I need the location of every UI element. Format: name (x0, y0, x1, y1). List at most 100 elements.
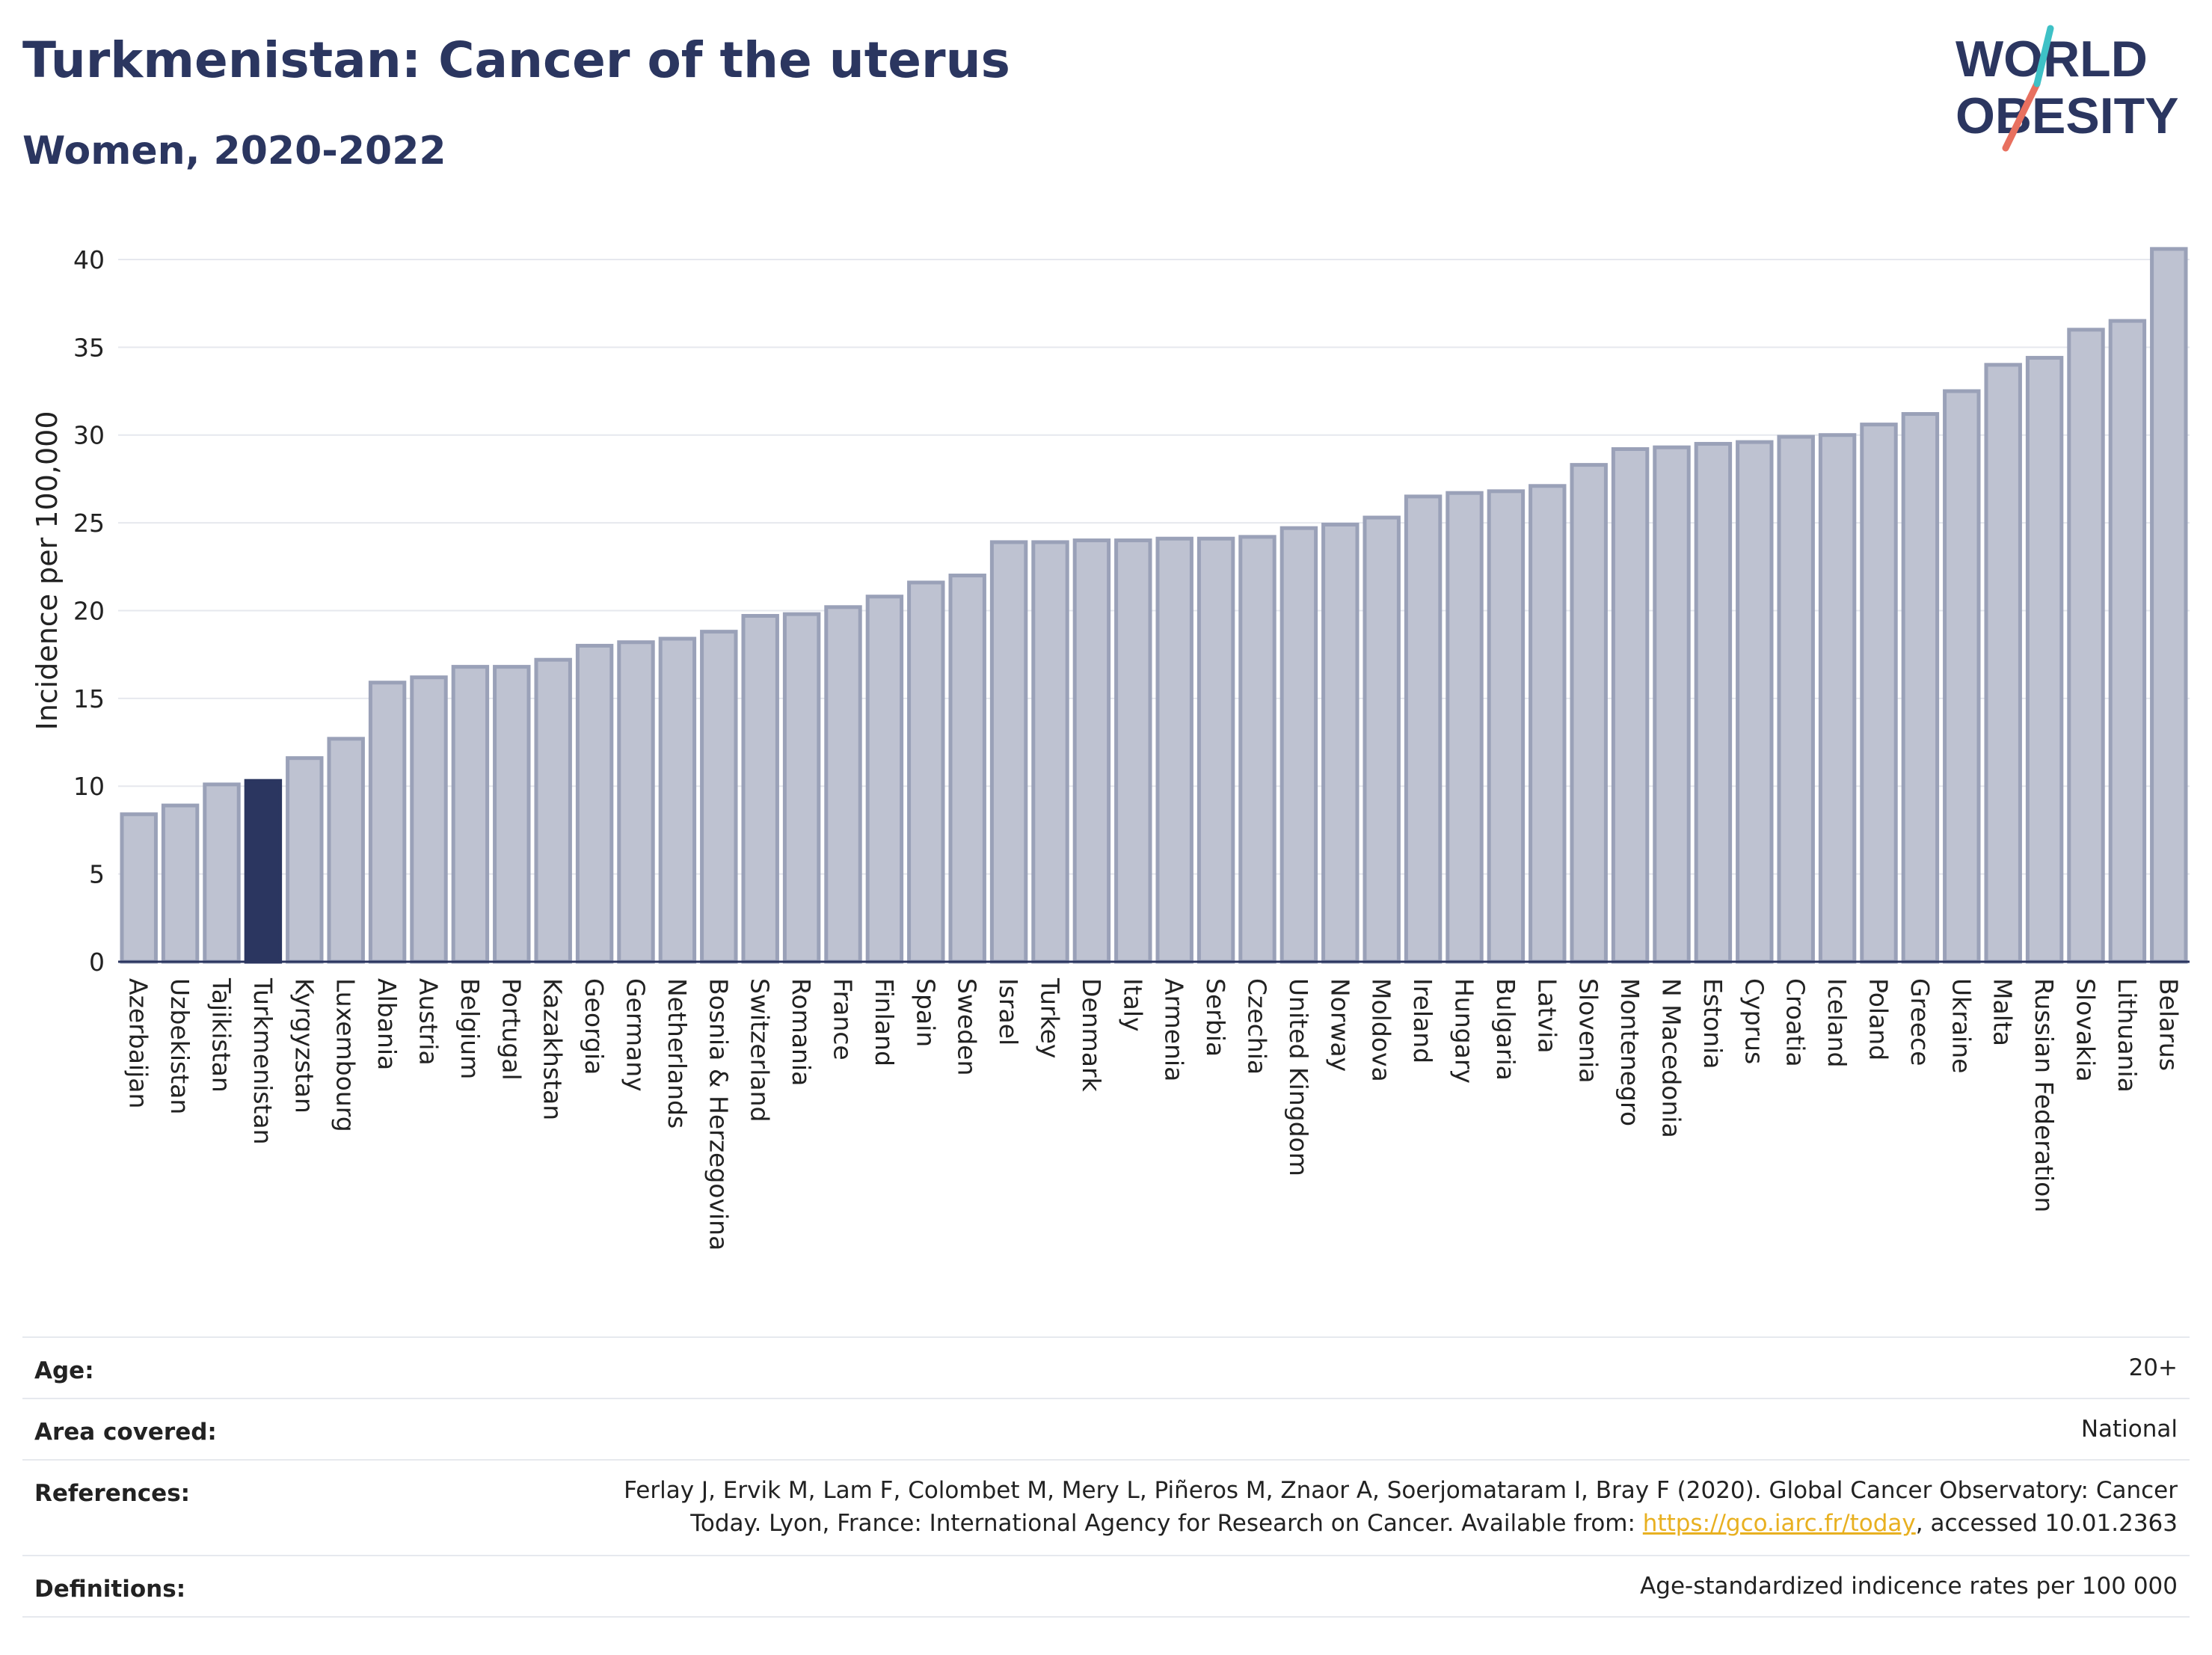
bar-bulgaria (1487, 489, 1526, 964)
x-tick-label: Romania (787, 978, 816, 1086)
world-obesity-logo: WORLD OBESITY (1956, 25, 2179, 152)
logo-line2: OBESITY (1956, 87, 2179, 144)
x-tick-label: Spain (911, 978, 940, 1047)
bar-malta (1984, 363, 2022, 964)
x-tick-label: Ireland (1408, 978, 1437, 1063)
bar-croatia (1777, 435, 1815, 964)
x-tick-label: Luxembourg (331, 978, 360, 1132)
bar-bosnia-herzegovina (700, 630, 738, 964)
bar-ukraine (1943, 389, 1981, 964)
bar-united-kingdom (1279, 526, 1318, 964)
x-tick-label: Slovenia (1574, 978, 1603, 1083)
x-tick-label: Italy (1118, 978, 1147, 1032)
x-tick-label: Belarus (2154, 978, 2183, 1071)
y-tick-labels: 0 5 10 15 20 25 30 35 40 (73, 245, 105, 977)
x-tick-label: Portugal (497, 978, 526, 1081)
bar-italy (1114, 538, 1152, 964)
definitions-row: Definitions: Age-standardized indicence … (22, 1555, 2190, 1618)
x-tick-label: Serbia (1201, 978, 1230, 1057)
x-tick-label: Bosnia & Herzegovina (704, 978, 733, 1250)
age-row: Age: 20+ (22, 1336, 2190, 1398)
x-tick-label: Hungary (1450, 978, 1479, 1084)
x-tick-label: Croatia (1781, 978, 1810, 1067)
y-tick-label: 30 (73, 421, 105, 450)
x-tick-label: France (829, 978, 858, 1060)
definitions-value: Age-standardized indicence rates per 100… (1640, 1573, 2178, 1600)
bar-tajikistan (203, 782, 241, 964)
x-tick-label: Turkmenistan (248, 977, 277, 1145)
bar-azerbaijan (120, 812, 158, 964)
definitions-label: Definitions: (34, 1576, 186, 1603)
bar-czechia (1238, 535, 1276, 964)
y-tick-label: 0 (89, 948, 105, 977)
bar-montenegro (1611, 446, 1650, 964)
references-link[interactable]: https://gco.iarc.fr/today (1642, 1510, 1916, 1537)
x-tick-label: Iceland (1822, 978, 1852, 1067)
bar-uzbekistan (161, 803, 200, 964)
bar-n-macedonia (1653, 445, 1691, 964)
x-tick-label: Switzerland (746, 978, 775, 1123)
x-tick-label: United Kingdom (1284, 978, 1313, 1176)
x-tick-label: Azerbaijan (124, 978, 153, 1108)
x-tick-label: Bulgaria (1491, 978, 1520, 1081)
bar-serbia (1196, 536, 1235, 964)
x-tick-label: Austria (414, 978, 443, 1066)
bar-albania (368, 681, 407, 964)
bar-denmark (1072, 538, 1111, 964)
x-tick-label: Norway (1325, 978, 1354, 1072)
y-tick-label: 15 (73, 684, 105, 713)
x-tick-label: Georgia (580, 978, 609, 1075)
bar-switzerland (741, 614, 779, 964)
bar-austria (410, 675, 448, 964)
x-tick-labels: Azerbaijan Uzbekistan Tajikistan Turkmenist… (124, 977, 2184, 1250)
x-tick-label: Latvia (1532, 978, 1561, 1053)
bar-romania (782, 612, 821, 964)
bar-poland (1860, 423, 1898, 964)
bar-kyrgyzstan (286, 756, 324, 964)
bar-turkmenistan (244, 779, 283, 964)
bar-belarus (2150, 247, 2188, 964)
y-tick-label: 10 (73, 772, 105, 801)
details-table: Age: 20+ Area covered: National Referenc… (22, 1336, 2190, 1618)
y-tick-label: 40 (73, 245, 105, 274)
x-tick-label: Poland (1864, 978, 1893, 1060)
bar-norway (1321, 522, 1360, 964)
age-label: Age: (34, 1357, 94, 1384)
x-tick-label: Belgium (455, 978, 485, 1079)
x-tick-label: Czechia (1243, 978, 1272, 1075)
x-tick-label: Finland (870, 978, 899, 1066)
bar-armenia (1155, 536, 1193, 964)
x-tick-label: Moldova (1367, 978, 1396, 1082)
bar-slovenia (1570, 463, 1608, 964)
x-tick-label: Greece (1905, 978, 1935, 1066)
bar-ireland (1404, 494, 1443, 964)
bar-cyprus (1736, 440, 1774, 964)
x-tick-label: Germany (621, 978, 651, 1092)
x-tick-label: Malta (1988, 978, 2018, 1046)
y-axis-label: Incidence per 100,000 (31, 411, 64, 730)
bar-kazakhstan (534, 657, 572, 964)
x-tick-label: Netherlands (663, 978, 692, 1129)
bar-portugal (493, 665, 531, 964)
bar-lithuania (2108, 319, 2147, 964)
y-tick-label: 20 (73, 596, 105, 625)
x-tick-label: Slovakia (2071, 978, 2101, 1082)
bar-turkey (1031, 540, 1069, 964)
x-tick-label: Kyrgyzstan (289, 978, 319, 1114)
bar-greece (1901, 412, 1940, 964)
x-tick-label: Israel (994, 978, 1023, 1045)
y-tick-label: 5 (89, 860, 105, 889)
bar-sweden (948, 574, 986, 964)
y-tick-label: 25 (73, 509, 105, 538)
x-tick-label: Kazakhstan (538, 978, 568, 1120)
x-tick-label: Russian Federation (2030, 978, 2059, 1212)
bar-germany (617, 640, 655, 964)
x-tick-label: Montenegro (1615, 978, 1644, 1126)
bar-moldova (1362, 515, 1401, 964)
logo-line1: WORLD (1956, 31, 2148, 87)
x-tick-label: Uzbekistan (165, 978, 194, 1114)
bar-latvia (1529, 484, 1567, 964)
x-tick-label: Sweden (953, 978, 982, 1075)
area-value: National (2080, 1416, 2178, 1443)
bars (120, 247, 2188, 964)
